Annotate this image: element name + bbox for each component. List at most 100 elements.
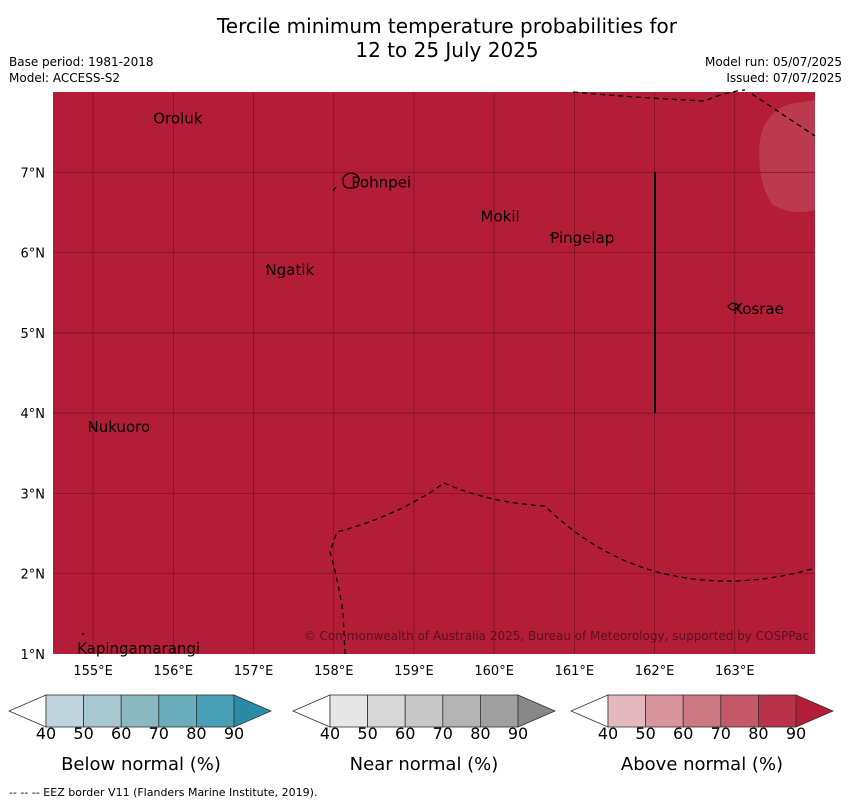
probability-patch (759, 100, 815, 212)
above-normal-ticks: 40 50 60 70 80 90 (570, 724, 836, 744)
eez-border-south (329, 482, 816, 655)
colorbar-segment (645, 694, 684, 728)
base-period: Base period: 1981-2018 (9, 55, 154, 69)
colorbar-segment (682, 694, 722, 728)
map: Oroluk Pohnpei Mokil Pingelap Ngatik Kosrae Nu… (21, 89, 816, 679)
colorbar-segment (83, 694, 122, 728)
atoll-markers (81, 114, 553, 636)
colorbar-low-arrow (8, 694, 47, 728)
colorbar-tick-label: 50 (635, 724, 656, 743)
colorbar-high-arrow (517, 694, 557, 728)
colorbar-tick-label: 50 (357, 724, 378, 743)
colorbar-tick-label: 40 (597, 724, 619, 743)
colorbar-tick-label: 90 (223, 724, 245, 743)
place-label-pingelap: Pingelap (550, 229, 614, 247)
longitude-label: 156°E (154, 664, 194, 679)
place-labels: Oroluk Pohnpei Mokil Pingelap Ngatik Kosrae Nu… (77, 109, 784, 657)
title-line-1: Tercile minimum temperature probabilitie… (216, 14, 678, 38)
colorbar-tick-label: 70 (710, 724, 731, 743)
latitude-label: 1°N (21, 648, 46, 663)
near-normal-colorbar (292, 694, 557, 728)
legend-below-normal: 40 50 60 70 80 90 Below normal (%) (8, 694, 274, 775)
colorbar-segment (757, 694, 797, 728)
longitude-label: 155°E (73, 664, 113, 679)
map-area (53, 92, 815, 654)
colorbar-tick-label: 60 (111, 724, 132, 743)
below-normal-ticks: 40 50 60 70 80 90 (8, 724, 274, 744)
latitude-label: 4°N (21, 407, 46, 422)
legend-above-normal: 40 50 60 70 80 90 Above normal (%) (570, 694, 836, 775)
colorbar-tick-label: 70 (148, 724, 169, 743)
colorbar-high-arrow (233, 694, 273, 728)
colorbar-segment (479, 694, 519, 728)
longitude-label: 157°E (234, 664, 274, 679)
longitude-label: 163°E (715, 664, 755, 679)
colorbar-segment (329, 694, 368, 728)
near-normal-ticks: 40 50 60 70 80 90 (292, 724, 558, 744)
colorbar-segment (158, 694, 197, 728)
model-name: Model: ACCESS-S2 (9, 71, 121, 85)
eez-border-northeast (751, 93, 816, 137)
colorbar-tick-label: 90 (785, 724, 807, 743)
axis-labels: 155°E 156°E 157°E 158°E 159°E 160°E 161°E 162°E… (21, 166, 755, 679)
latitude-label: 5°N (21, 327, 46, 342)
colorbar-tick-label: 60 (673, 724, 694, 743)
colorbar-tick-label: 40 (35, 724, 57, 743)
kosrae-island-icon (727, 302, 740, 311)
longitude-label: 158°E (314, 664, 354, 679)
place-label-nukuoro: Nukuoro (87, 418, 150, 436)
place-label-kapingamarangi: Kapingamarangi (77, 639, 200, 657)
colorbar-segment (120, 694, 160, 728)
above-normal-colorbar (570, 694, 835, 728)
place-label-oroluk: Oroluk (153, 109, 202, 127)
latitude-label: 2°N (21, 568, 46, 583)
meta-right: Model run: 05/07/2025 Issued: 07/07/2025 (705, 54, 842, 86)
islands (81, 114, 740, 636)
colorbar-tick-label: 40 (319, 724, 341, 743)
colorbar-tick-label: 60 (395, 724, 416, 743)
longitude-label: 159°E (394, 664, 434, 679)
meta-left: Base period: 1981-2018 Model: ACCESS-S2 (9, 54, 154, 86)
eez-border-north (572, 89, 746, 102)
colorbar-low-arrow (570, 694, 609, 728)
latitude-label: 7°N (21, 166, 46, 181)
place-label-pohnpei: Pohnpei (351, 174, 411, 192)
colorbar-segment (367, 694, 406, 728)
colorbar-tick-label: 80 (470, 724, 491, 743)
colorbar-segment (607, 694, 646, 728)
longitude-label: 160°E (474, 664, 514, 679)
colorbar-tick-label: 70 (432, 724, 453, 743)
near-normal-label: Near normal (%) (349, 754, 499, 775)
map-title: Tercile minimum temperature probabilitie… (0, 14, 850, 62)
legend-near-normal: 40 50 60 70 80 90 Near normal (%) (292, 694, 558, 775)
colorbar-tick-label: 50 (73, 724, 94, 743)
below-normal-label: Below normal (%) (61, 754, 221, 775)
eez-footnote: -- -- -- EEZ border V11 (Flanders Marine… (9, 786, 318, 799)
colorbar-segment (195, 694, 235, 728)
colorbar-tick-label: 80 (186, 724, 207, 743)
longitude-label: 162°E (635, 664, 675, 679)
colorbar-tick-label: 90 (507, 724, 529, 743)
colorbar-low-arrow (292, 694, 331, 728)
place-label-ngatik: Ngatik (266, 261, 315, 279)
pohnpei-islet-icon (332, 186, 337, 192)
longitude-label: 161°E (555, 664, 595, 679)
colorbar-high-arrow (795, 694, 835, 728)
colorbar-segment (45, 694, 84, 728)
latitude-label: 3°N (21, 487, 46, 502)
issued-date: Issued: 07/07/2025 (726, 71, 842, 85)
below-normal-colorbar (8, 694, 273, 728)
place-label-mokil: Mokil (481, 207, 520, 225)
colorbar-tick-label: 80 (748, 724, 769, 743)
model-run: Model run: 05/07/2025 (704, 55, 842, 69)
latitude-label: 6°N (21, 247, 46, 262)
copyright-notice: © Commonwealth of Australia 2025, Bureau… (304, 629, 809, 643)
title-line-2: 12 to 25 July 2025 (355, 38, 539, 62)
colorbar-segment (442, 694, 481, 728)
colorbar-segment (720, 694, 759, 728)
eez-borders (329, 89, 816, 655)
above-normal-label: Above normal (%) (620, 754, 784, 775)
place-label-kosrae: Kosrae (733, 300, 784, 318)
pohnpei-island-icon (342, 172, 360, 189)
colorbar-segment (404, 694, 444, 728)
